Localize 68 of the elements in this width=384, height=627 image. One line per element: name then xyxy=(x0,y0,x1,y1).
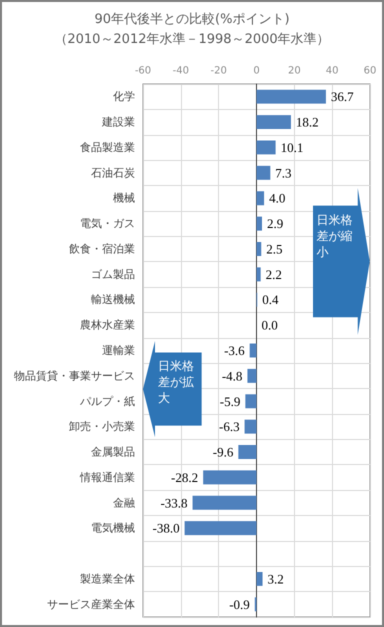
bar xyxy=(184,521,256,536)
data-label: -28.2 xyxy=(171,470,198,485)
data-label: 2.2 xyxy=(266,266,282,282)
bar xyxy=(256,140,276,154)
y-tick-label: 輸送機械 xyxy=(91,293,135,306)
data-label: 36.7 xyxy=(330,89,354,104)
bar xyxy=(245,394,256,408)
data-label: 10.1 xyxy=(280,140,304,155)
data-label: 2.5 xyxy=(266,241,282,256)
annotation: 日米格差が拡大 xyxy=(158,358,195,406)
data-label: -0.9 xyxy=(229,596,250,612)
y-tick-label: 卸売・小売業 xyxy=(69,420,135,434)
y-tick-label: パルプ・紙 xyxy=(79,394,135,408)
data-label: 7.3 xyxy=(275,165,292,180)
x-tick-label: 0 xyxy=(253,66,260,76)
y-tick-label: 金属製品 xyxy=(91,446,135,459)
y-tick-label: 農林水産業 xyxy=(80,318,135,332)
bar xyxy=(238,445,256,460)
y-tick-label: 電気機械 xyxy=(91,522,135,535)
data-label: -38.0 xyxy=(152,520,180,536)
y-tick-label: サービス産業全体 xyxy=(47,598,135,611)
y-tick-label: 運輸業 xyxy=(102,344,135,357)
x-tick-label: 60 xyxy=(364,66,376,76)
y-tick-label: 石油石炭 xyxy=(91,166,135,180)
chart-title: 90年代後半との比較(%ポイント) xyxy=(94,12,290,27)
y-tick-label: 製造業全体 xyxy=(80,572,135,586)
data-label: -3.6 xyxy=(224,343,246,358)
data-label: 0.4 xyxy=(262,292,280,308)
data-label: -6.3 xyxy=(218,419,240,434)
chart-subtitle: （2010～2012年水準－1998～2000年水準） xyxy=(54,32,330,47)
y-tick-label: 食品製造業 xyxy=(80,140,135,154)
bar xyxy=(256,191,264,206)
y-tick-label: 情報通信業 xyxy=(79,470,135,484)
y-tick-label: 建設業 xyxy=(101,116,135,129)
bar xyxy=(247,368,256,383)
bar xyxy=(256,267,261,282)
bar xyxy=(256,166,270,180)
data-label: -9.6 xyxy=(212,444,234,460)
bar xyxy=(256,572,263,586)
x-tick-label: 40 xyxy=(326,66,339,76)
bar xyxy=(203,470,256,484)
data-label: -4.8 xyxy=(222,368,242,384)
bar xyxy=(256,242,262,256)
y-tick-label: 電気・ガス xyxy=(80,217,135,230)
data-label: 4.0 xyxy=(269,190,286,206)
data-label: 18.2 xyxy=(296,114,319,130)
bar xyxy=(256,216,262,231)
y-tick-label: ゴム製品 xyxy=(91,268,135,281)
bar xyxy=(256,90,326,104)
x-tick-label: -40 xyxy=(172,66,190,76)
data-label: -5.9 xyxy=(220,394,240,409)
data-label: -33.8 xyxy=(160,495,188,510)
data-label: 2.9 xyxy=(266,216,284,232)
y-tick-label: 化学 xyxy=(113,90,135,104)
bar xyxy=(192,496,256,510)
y-tick-label: 機械 xyxy=(113,192,135,205)
data-label: 0.0 xyxy=(262,318,278,333)
data-label: 3.2 xyxy=(268,571,284,586)
bar xyxy=(244,420,256,434)
y-tick-label: 金融 xyxy=(113,496,135,510)
bar xyxy=(256,115,291,130)
bar xyxy=(250,344,256,358)
y-tick-label: 物品賃貸・事業サービス xyxy=(14,369,135,382)
x-tick-label: -20 xyxy=(210,66,227,76)
x-tick-label: 20 xyxy=(288,66,301,76)
x-tick-label: -60 xyxy=(134,66,152,76)
y-tick-label: 飲食・宿泊業 xyxy=(69,242,135,256)
annotation: 日米格差が縮小 xyxy=(316,212,354,260)
